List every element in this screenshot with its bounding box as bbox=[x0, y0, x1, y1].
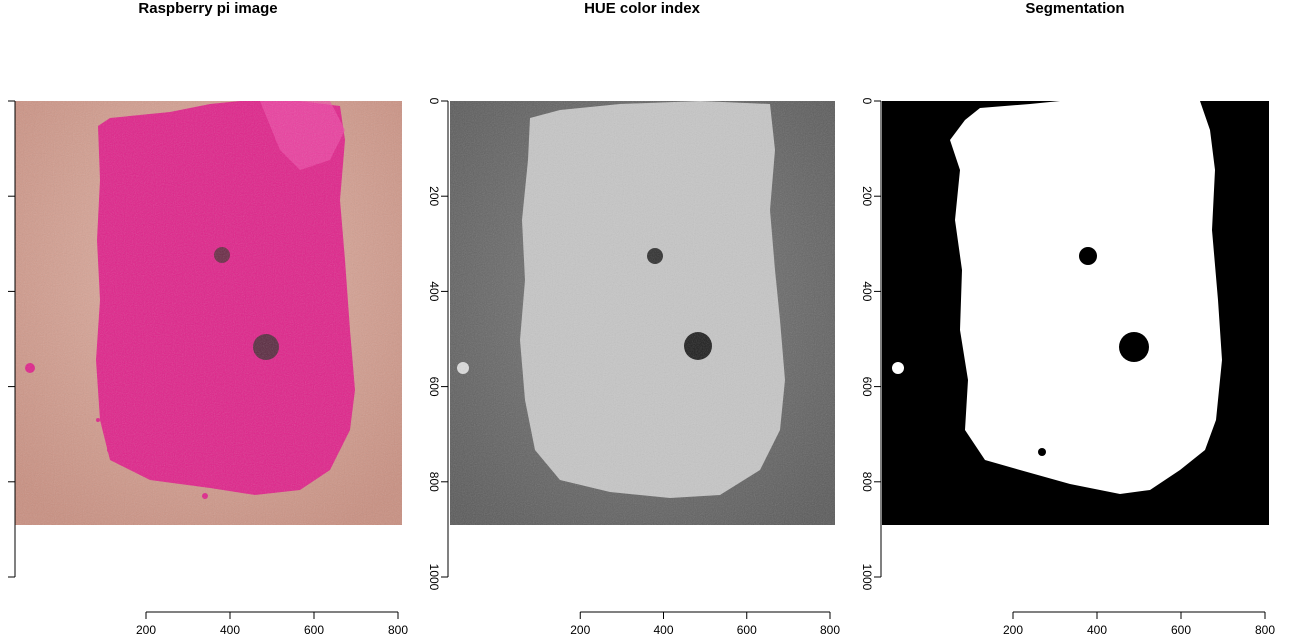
y-tick-label: 0 bbox=[860, 98, 874, 105]
hue-bright-region bbox=[520, 101, 785, 498]
x-tick-label: 400 bbox=[1087, 623, 1107, 637]
dark-spot-upper bbox=[214, 247, 230, 263]
y-tick-label: 1000 bbox=[427, 564, 441, 591]
hue-dark-spot-upper bbox=[647, 248, 663, 264]
x-tick-label: 600 bbox=[1171, 623, 1191, 637]
seg-hole-lower bbox=[1119, 332, 1149, 362]
x-tick-label: 200 bbox=[136, 623, 156, 637]
y-tick-label: 400 bbox=[427, 281, 441, 301]
y-tick-label: 200 bbox=[860, 186, 874, 206]
panel-raspberry bbox=[15, 101, 402, 525]
seg-hole-upper bbox=[1079, 247, 1097, 265]
hue-dark-spot-lower bbox=[684, 332, 712, 360]
hue-speck bbox=[457, 362, 469, 374]
y-tick-label: 800 bbox=[427, 472, 441, 492]
panel-hue bbox=[450, 101, 835, 525]
x-tick-label: 800 bbox=[1255, 623, 1275, 637]
x-tick-label: 800 bbox=[820, 623, 840, 637]
magenta-powder-region bbox=[96, 101, 355, 495]
panel-title-hue: HUE color index bbox=[584, 0, 700, 17]
speck bbox=[107, 447, 113, 453]
texture-overlay bbox=[15, 101, 402, 525]
x-tick-label: 400 bbox=[220, 623, 240, 637]
hue-texture-overlay bbox=[450, 101, 835, 525]
panel-title-raspberry: Raspberry pi image bbox=[138, 0, 278, 17]
y-tick-label: 1000 bbox=[860, 564, 874, 591]
bright-highlight bbox=[260, 101, 345, 170]
x-tick-label: 400 bbox=[653, 623, 673, 637]
y-tick-label: 600 bbox=[427, 377, 441, 397]
y-tick-label: 600 bbox=[860, 377, 874, 397]
speck bbox=[25, 363, 35, 373]
y-tick-label: 200 bbox=[427, 186, 441, 206]
x-tick-label: 600 bbox=[304, 623, 324, 637]
dark-spot-lower bbox=[253, 334, 279, 360]
x-tick-label: 200 bbox=[1003, 623, 1023, 637]
panel-segmentation bbox=[882, 101, 1269, 525]
speck bbox=[202, 493, 208, 499]
panel-title-segmentation: Segmentation bbox=[1025, 0, 1125, 17]
y-tick-label: 0 bbox=[427, 98, 441, 105]
seg-hole-small bbox=[1038, 448, 1046, 456]
y-tick-label: 400 bbox=[860, 281, 874, 301]
speck bbox=[96, 418, 100, 422]
axes-layer: 200 400 600 800 200 400 600 800 0 200 400 600 800 100… bbox=[8, 98, 1275, 637]
y-tick-label: 800 bbox=[860, 472, 874, 492]
seg-speck bbox=[892, 362, 904, 374]
x-tick-label: 200 bbox=[570, 623, 590, 637]
x-tick-label: 800 bbox=[388, 623, 408, 637]
x-tick-label: 600 bbox=[737, 623, 757, 637]
seg-foreground-region bbox=[950, 101, 1222, 494]
